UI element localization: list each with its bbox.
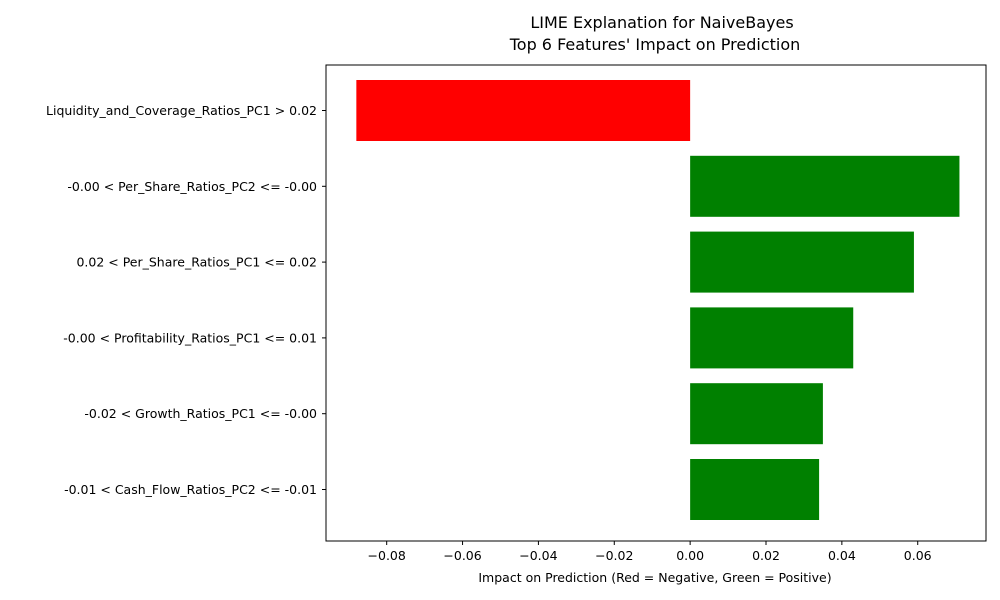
x-tick-label-7: 0.06 [904,548,932,563]
x-axis-label: Impact on Prediction (Red = Negative, Gr… [478,570,831,585]
bar-5 [690,459,820,520]
y-ticks-group: Liquidity_and_Coverage_Ratios_PC1 > 0.02… [46,103,326,497]
bar-0 [356,80,691,141]
x-tick-label-0: −0.08 [368,548,406,563]
x-tick-label-3: −0.02 [595,548,633,563]
bar-3 [690,307,854,369]
chart-subtitle: Top 6 Features' Impact on Prediction [509,35,801,54]
y-tick-label-5: -0.01 < Cash_Flow_Ratios_PC2 <= -0.01 [64,482,317,497]
x-tick-label-4: 0.00 [676,548,704,563]
bars-group [356,80,960,520]
bar-2 [690,231,914,293]
x-tick-label-5: 0.02 [752,548,780,563]
y-tick-label-1: -0.00 < Per_Share_Ratios_PC2 <= -0.00 [67,179,317,194]
x-tick-label-2: −0.04 [519,548,557,563]
axes-frame [325,64,987,542]
y-tick-label-4: -0.02 < Growth_Ratios_PC1 <= -0.00 [84,406,317,421]
y-tick-label-0: Liquidity_and_Coverage_Ratios_PC1 > 0.02 [46,103,317,118]
x-tick-label-6: 0.04 [828,548,856,563]
bar-1 [690,155,960,217]
bar-4 [690,383,823,445]
x-ticks-group: −0.08 −0.06 −0.04 −0.02 0.00 0.02 0.04 0.06 [368,541,932,563]
x-tick-label-1: −0.06 [443,548,481,563]
y-tick-label-2: 0.02 < Per_Share_Ratios_PC1 <= 0.02 [76,255,317,270]
chart-title: LIME Explanation for NaiveBayes [530,13,793,32]
y-tick-label-3: -0.00 < Profitability_Ratios_PC1 <= 0.01 [63,330,317,345]
